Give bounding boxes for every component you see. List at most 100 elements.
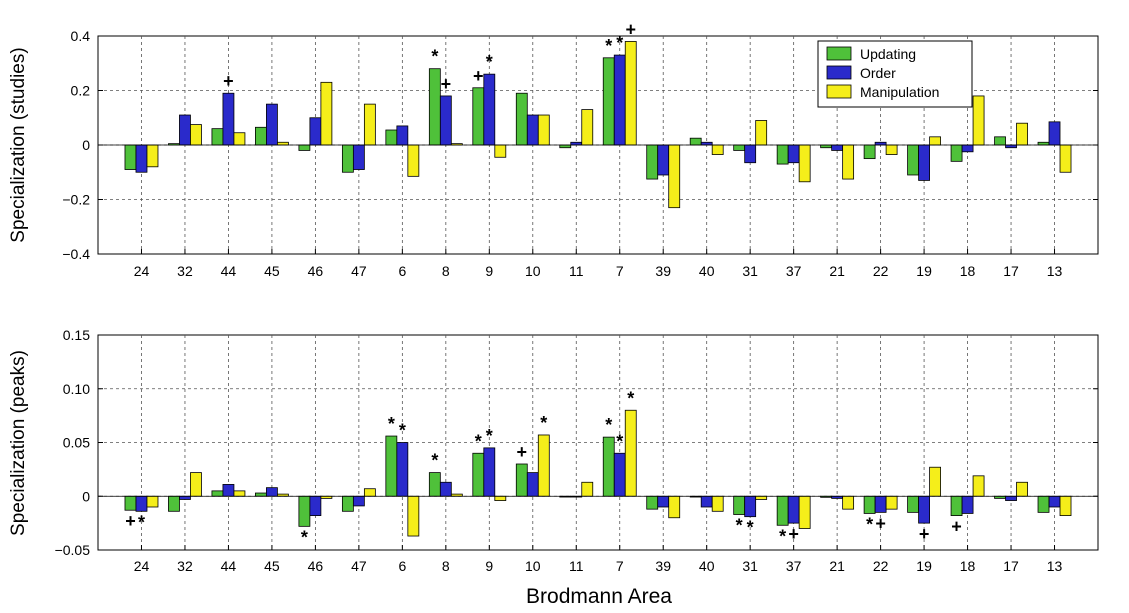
bar-updating-9 (472, 452, 485, 497)
bar-order-6 (396, 125, 409, 146)
bar-manipulation-22 (885, 495, 898, 510)
bar-updating-9 (472, 87, 485, 146)
bar-order-8 (439, 95, 452, 146)
bar-order-17 (1005, 144, 1017, 149)
bar-order-46 (309, 117, 322, 146)
bar-updating-37 (776, 144, 789, 165)
bar-manipulation-7 (624, 409, 637, 497)
significance-star: * (431, 47, 438, 67)
x-tick-label: 46 (308, 558, 324, 574)
bar-manipulation-32 (190, 472, 202, 497)
significance-star: * (399, 421, 406, 441)
significance-star: * (138, 512, 145, 532)
significance-star: * (779, 526, 786, 546)
bar-order-13 (1048, 121, 1061, 146)
x-tick-label: 24 (134, 263, 150, 279)
y-tick-label: 0.05 (63, 435, 90, 451)
x-tick-label: 6 (398, 263, 406, 279)
bar-order-37 (787, 144, 800, 164)
bar-manipulation-24 (146, 495, 159, 508)
significance-plus: + (517, 442, 528, 462)
bar-updating-47 (341, 144, 354, 173)
bar-manipulation-19 (929, 466, 941, 497)
bar-order-21 (831, 144, 844, 151)
y-axis-label: Specialization (studies) (8, 47, 29, 242)
bar-manipulation-9 (494, 495, 507, 501)
x-tick-label: 11 (569, 558, 584, 574)
bar-order-9 (483, 447, 496, 497)
bar-updating-13 (1037, 141, 1050, 146)
bar-manipulation-6 (407, 495, 420, 537)
x-tick-label: 6 (398, 558, 406, 574)
x-tick-label: 7 (616, 263, 624, 279)
x-tick-label: 31 (742, 558, 758, 574)
bar-updating-45 (255, 492, 267, 497)
bar-updating-46 (298, 144, 311, 151)
bar-updating-19 (907, 495, 919, 513)
x-tick-label: 47 (351, 263, 367, 279)
bar-updating-6 (385, 435, 398, 497)
bar-updating-8 (428, 472, 441, 497)
bar-order-31 (744, 495, 757, 518)
x-tick-label: 22 (873, 558, 889, 574)
bar-updating-17 (994, 136, 1006, 146)
bar-order-19 (918, 495, 930, 524)
bar-manipulation-32 (190, 124, 202, 146)
x-tick-label: 32 (177, 558, 193, 574)
bar-manipulation-37 (798, 495, 811, 529)
bar-updating-31 (733, 144, 746, 151)
x-tick-label: 17 (1003, 558, 1019, 574)
x-tick-label: 37 (786, 558, 802, 574)
bar-manipulation-45 (277, 141, 289, 146)
x-tick-label: 44 (221, 558, 237, 574)
legend-swatch-manipulation (826, 84, 852, 99)
bar-updating-24 (124, 144, 137, 170)
bar-order-24 (135, 144, 148, 173)
bar-manipulation-7 (624, 41, 637, 146)
bar-updating-7 (602, 57, 615, 146)
bar-order-39 (657, 495, 670, 508)
bar-order-10 (526, 472, 539, 497)
bar-updating-37 (776, 495, 789, 526)
bar-manipulation-21 (842, 144, 855, 180)
x-tick-label: 13 (1047, 263, 1063, 279)
x-tick-label: 19 (916, 558, 932, 574)
bar-order-17 (1005, 495, 1017, 501)
x-tick-label: 11 (569, 263, 584, 279)
significance-star: * (627, 388, 634, 408)
bar-updating-24 (124, 495, 137, 511)
bar-manipulation-46 (320, 81, 333, 146)
significance-star: * (431, 451, 438, 471)
bar-manipulation-40 (711, 495, 724, 512)
bar-manipulation-47 (363, 488, 376, 497)
x-tick-label: 10 (525, 263, 541, 279)
bar-order-7 (613, 452, 626, 497)
bar-updating-13 (1037, 495, 1050, 513)
x-tick-label: 7 (616, 558, 624, 574)
x-tick-label: 10 (525, 558, 541, 574)
bar-order-18 (961, 144, 974, 153)
x-tick-label: 22 (873, 263, 889, 279)
x-tick-label: 37 (786, 263, 802, 279)
bar-order-22 (874, 141, 887, 146)
bar-order-8 (439, 481, 452, 497)
significance-plus: + (125, 511, 136, 531)
significance-plus: + (625, 19, 636, 39)
x-tick-label: 47 (351, 558, 367, 574)
significance-star: * (736, 516, 743, 536)
bar-manipulation-9 (494, 144, 507, 158)
bar-updating-46 (298, 495, 311, 527)
x-tick-label: 21 (829, 558, 845, 574)
significance-star: * (605, 36, 612, 56)
legend-label-order: Order (860, 65, 896, 81)
bar-manipulation-21 (842, 495, 855, 510)
bar-manipulation-17 (1016, 122, 1028, 146)
x-tick-label: 45 (264, 263, 280, 279)
bar-order-19 (918, 144, 930, 181)
bar-order-40 (700, 495, 713, 508)
bar-order-13 (1048, 495, 1061, 508)
y-tick-label: 0.4 (71, 28, 91, 44)
significance-plus: + (223, 71, 234, 91)
x-tick-label: 18 (960, 263, 976, 279)
bar-manipulation-18 (972, 475, 985, 497)
